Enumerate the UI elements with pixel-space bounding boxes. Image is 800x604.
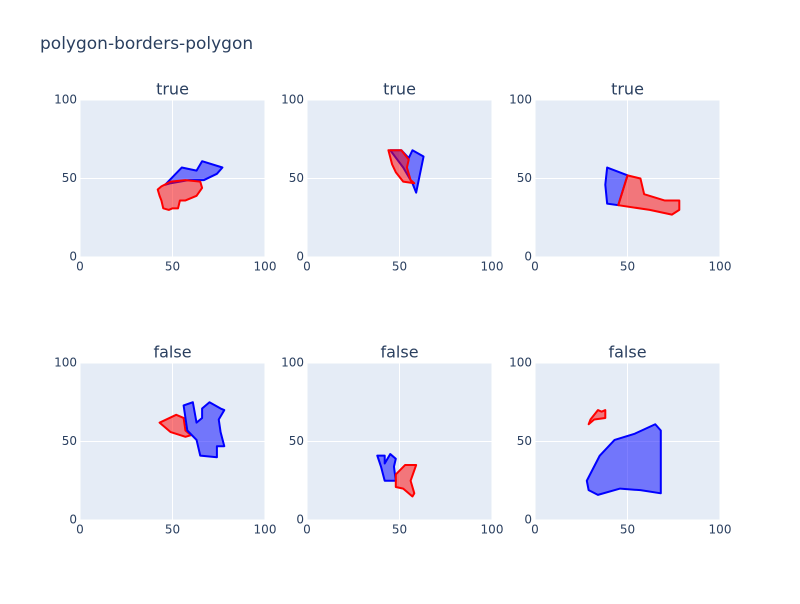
subplot-title: true [611,80,644,99]
y-tick-label: 0 [524,250,532,264]
x-tick-label: 100 [481,260,504,274]
y-tick-label: 50 [517,434,532,448]
subplot-title: true [383,80,416,99]
x-tick-label: 0 [76,523,84,537]
x-tick-label: 0 [303,523,311,537]
y-tick-label: 50 [289,171,304,185]
y-tick-label: 100 [281,93,304,107]
x-tick-label: 0 [303,260,311,274]
x-tick-label: 0 [76,260,84,274]
subplot-title: false [380,343,418,362]
y-tick-label: 100 [509,93,532,107]
y-tick-label: 100 [54,93,77,107]
y-tick-label: 50 [62,171,77,185]
x-tick-label: 0 [531,523,539,537]
x-tick-label: 100 [481,523,504,537]
subplot-title: false [153,343,191,362]
x-tick-label: 100 [709,523,732,537]
y-tick-label: 0 [296,513,304,527]
y-tick-label: 0 [524,513,532,527]
x-tick-label: 100 [709,260,732,274]
polygon-shape [182,401,226,459]
y-tick-label: 50 [517,171,532,185]
polygon-shape [604,166,629,207]
figure-title: polygon-borders-polygon [40,34,253,54]
x-tick-label: 50 [620,260,635,274]
y-tick-label: 0 [69,513,77,527]
y-tick-label: 50 [62,434,77,448]
polygon-shape [376,453,397,482]
x-tick-label: 50 [392,523,407,537]
x-tick-label: 50 [165,260,180,274]
subplot-title: true [156,80,189,99]
polygon-shape [585,423,662,496]
polygon-shape [156,179,204,211]
x-tick-label: 50 [165,523,180,537]
x-tick-label: 100 [254,523,277,537]
x-tick-label: 100 [254,260,277,274]
y-tick-label: 0 [69,250,77,264]
x-tick-label: 0 [531,260,539,274]
y-tick-label: 50 [289,434,304,448]
x-tick-label: 50 [392,260,407,274]
polygon-shape [387,149,416,185]
y-tick-label: 100 [281,356,304,370]
y-tick-label: 100 [54,356,77,370]
subplot-title: false [608,343,646,362]
x-tick-label: 50 [620,523,635,537]
polygon-shape [587,409,607,426]
polygon-shape [617,174,681,216]
y-tick-label: 0 [296,250,304,264]
y-tick-label: 100 [509,356,532,370]
polygon-shape [394,464,418,498]
